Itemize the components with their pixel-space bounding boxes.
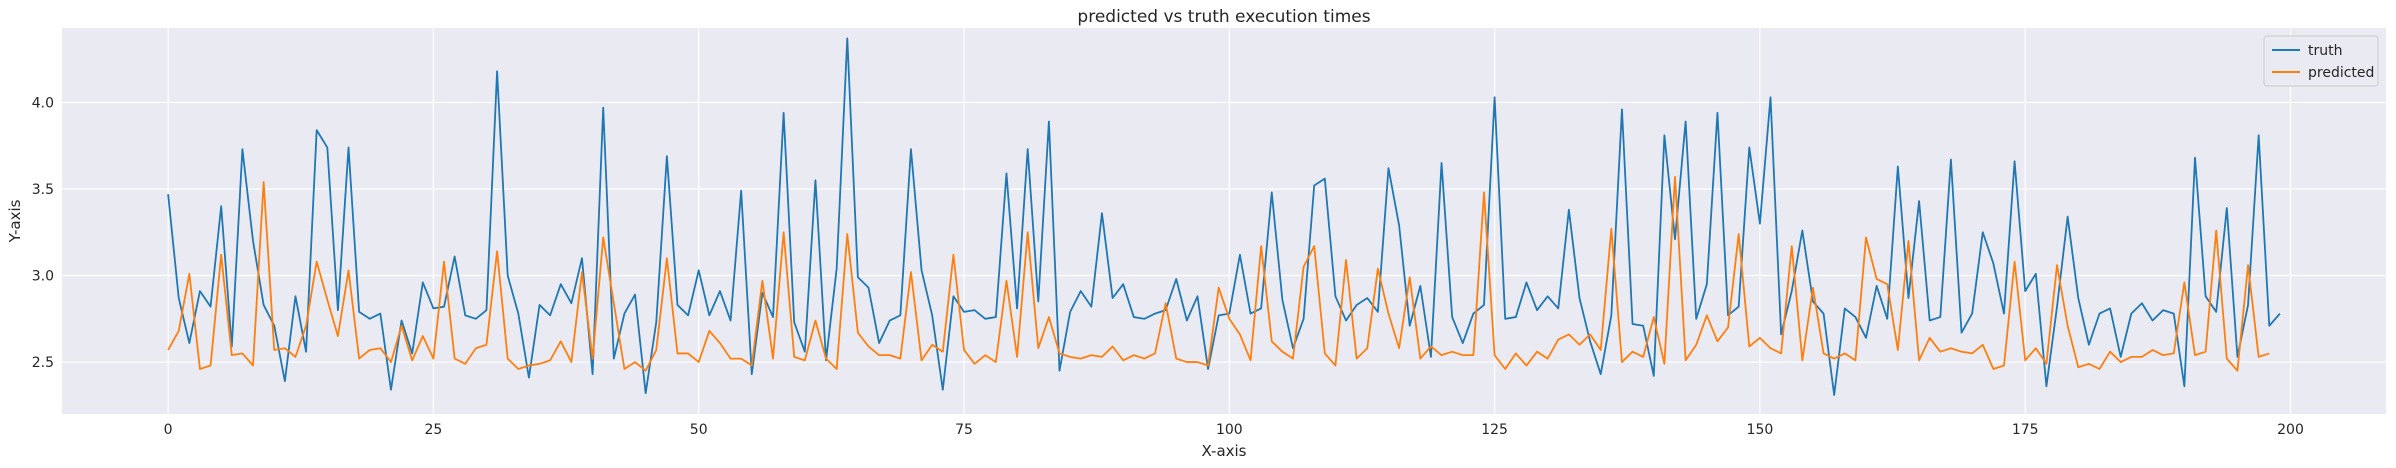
y-tick-labels: 2.5 3.0 3.5 4.0 bbox=[32, 95, 54, 371]
series-line-truth bbox=[167, 37, 2281, 396]
legend: truth predicted bbox=[2263, 35, 2379, 87]
x-tick-label: 125 bbox=[1481, 422, 1508, 438]
series-line-predicted bbox=[167, 175, 2270, 372]
x-tick-label: 0 bbox=[164, 422, 173, 438]
y-axis-label: Y-axis bbox=[6, 199, 24, 243]
y-tick-label: 2.5 bbox=[32, 355, 54, 371]
x-tick-label: 175 bbox=[2012, 422, 2039, 438]
legend-label-predicted: predicted bbox=[2308, 65, 2374, 81]
y-tick-label: 3.5 bbox=[32, 182, 54, 198]
plot-area bbox=[62, 28, 2386, 414]
chart-title: predicted vs truth execution times bbox=[1077, 7, 1370, 27]
y-tick-label: 4.0 bbox=[32, 95, 54, 111]
x-tick-labels: 0 25 50 75 100 125 150 175 200 bbox=[164, 422, 2304, 438]
x-tick-label: 100 bbox=[1216, 422, 1243, 438]
x-tick-label: 25 bbox=[425, 422, 443, 438]
y-tick-label: 3.0 bbox=[32, 269, 54, 285]
legend-box bbox=[2263, 35, 2379, 87]
grid-layer bbox=[62, 28, 2386, 414]
x-tick-label: 200 bbox=[2277, 422, 2304, 438]
series-layer bbox=[167, 37, 2281, 396]
x-tick-label: 150 bbox=[1747, 422, 1774, 438]
x-axis-label: X-axis bbox=[1202, 442, 1247, 460]
x-tick-label: 50 bbox=[690, 422, 708, 438]
x-tick-label: 75 bbox=[955, 422, 973, 438]
legend-label-truth: truth bbox=[2308, 43, 2342, 59]
